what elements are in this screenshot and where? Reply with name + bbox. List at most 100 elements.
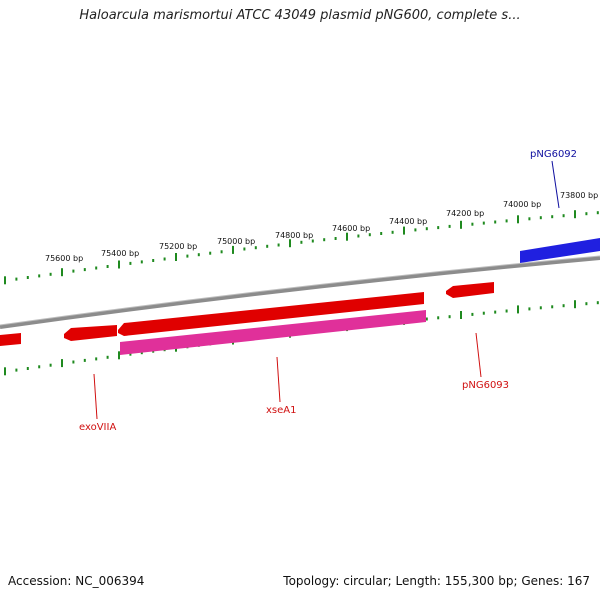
major-tick [460,311,462,319]
ruler-label: 75600 bp [45,254,83,263]
label-xseA1[interactable]: xseA1 [266,405,296,416]
minor-tick [72,360,75,364]
label-pNG6092[interactable]: pNG6092 [530,149,577,160]
minor-tick [209,251,212,255]
minor-tick [471,312,474,316]
minor-tick [448,315,451,319]
ruler-label: 74800 bp [275,231,313,240]
minor-tick [26,367,29,370]
minor-tick [414,228,417,232]
outer-tick-ring [4,210,599,285]
major-tick [460,220,462,229]
ruler-label: 74000 bp [503,200,541,209]
minor-tick [562,214,565,218]
minor-tick [471,222,474,226]
major-tick [346,232,348,241]
minor-tick [551,215,554,219]
leader-xseA1 [276,356,281,403]
minor-tick [95,357,98,361]
minor-tick [494,220,497,224]
minor-tick [505,309,508,313]
major-tick [61,268,63,277]
ruler-label: 73800 bp [560,191,598,200]
minor-tick [38,365,41,369]
ruler-label: 74600 bp [332,224,370,233]
ruler-label: 74400 bp [389,217,427,226]
minor-tick [220,250,223,254]
ruler-label: 75200 bp [159,242,197,251]
plasmid-backbone-highlight [0,255,600,326]
minor-tick [186,254,189,258]
minor-tick [106,355,109,359]
minor-tick [254,246,257,250]
minor-tick [140,260,143,264]
plasmid-backbone [0,256,600,329]
major-tick [574,210,576,219]
minor-tick [15,368,18,372]
major-tick [517,215,519,224]
leader-pNG6093 [475,332,482,378]
minor-tick [266,244,269,248]
minor-tick [83,268,86,272]
topology-summary: Topology: circular; Length: 155,300 bp; … [283,574,590,588]
minor-tick [539,306,542,310]
minor-tick [140,351,143,355]
minor-tick [391,230,394,234]
minor-tick [49,272,52,276]
minor-tick [323,238,326,242]
major-tick [517,305,519,314]
minor-tick [106,265,109,268]
leader-pNG6092 [551,160,560,209]
minor-tick [197,253,200,257]
minor-tick [357,234,360,238]
label-pNG6093[interactable]: pNG6093 [462,380,509,391]
minor-tick [380,232,383,235]
minor-tick [562,304,565,308]
ruler-label: 74200 bp [446,209,484,218]
major-tick [175,253,177,261]
minor-tick [585,212,588,216]
minor-tick [368,233,371,237]
label-exoVIIA[interactable]: exoVIIA [79,422,116,433]
minor-tick [83,358,86,362]
minor-tick [425,317,428,321]
major-tick [61,359,63,368]
minor-tick [163,257,166,261]
ruler-label: 75400 bp [101,249,139,258]
minor-tick [448,224,451,228]
minor-tick [243,247,246,251]
minor-tick [277,243,280,247]
gene-red-edge[interactable] [0,333,21,346]
minor-tick [482,221,485,225]
major-tick [574,300,576,309]
gene-exoVIIA[interactable] [64,325,117,341]
gene-pNG6092[interactable] [520,238,600,263]
ruler-label: 75000 bp [217,237,255,246]
minor-tick [26,276,29,279]
minor-tick [494,310,497,314]
minor-tick [152,259,155,262]
minor-tick [482,311,485,315]
gene-red-large[interactable] [118,292,424,336]
major-tick [289,239,291,248]
minor-tick [311,239,314,243]
gene-xseA1[interactable] [120,310,426,355]
map-title: Haloarcula marismortui ATCC 43049 plasmi… [79,8,521,23]
minor-tick [425,227,428,231]
gene-pNG6093[interactable] [446,282,494,298]
minor-tick [596,211,599,215]
minor-tick [95,266,98,270]
leader-exoVIIA [93,373,98,420]
minor-tick [596,301,599,305]
minor-tick [437,226,440,230]
minor-tick [437,316,440,320]
minor-tick [72,269,75,273]
minor-tick [129,261,132,265]
minor-tick [528,217,531,221]
major-tick [4,276,6,285]
minor-tick [300,240,303,244]
major-tick [4,367,6,376]
major-tick [118,351,120,360]
major-tick [232,245,234,254]
